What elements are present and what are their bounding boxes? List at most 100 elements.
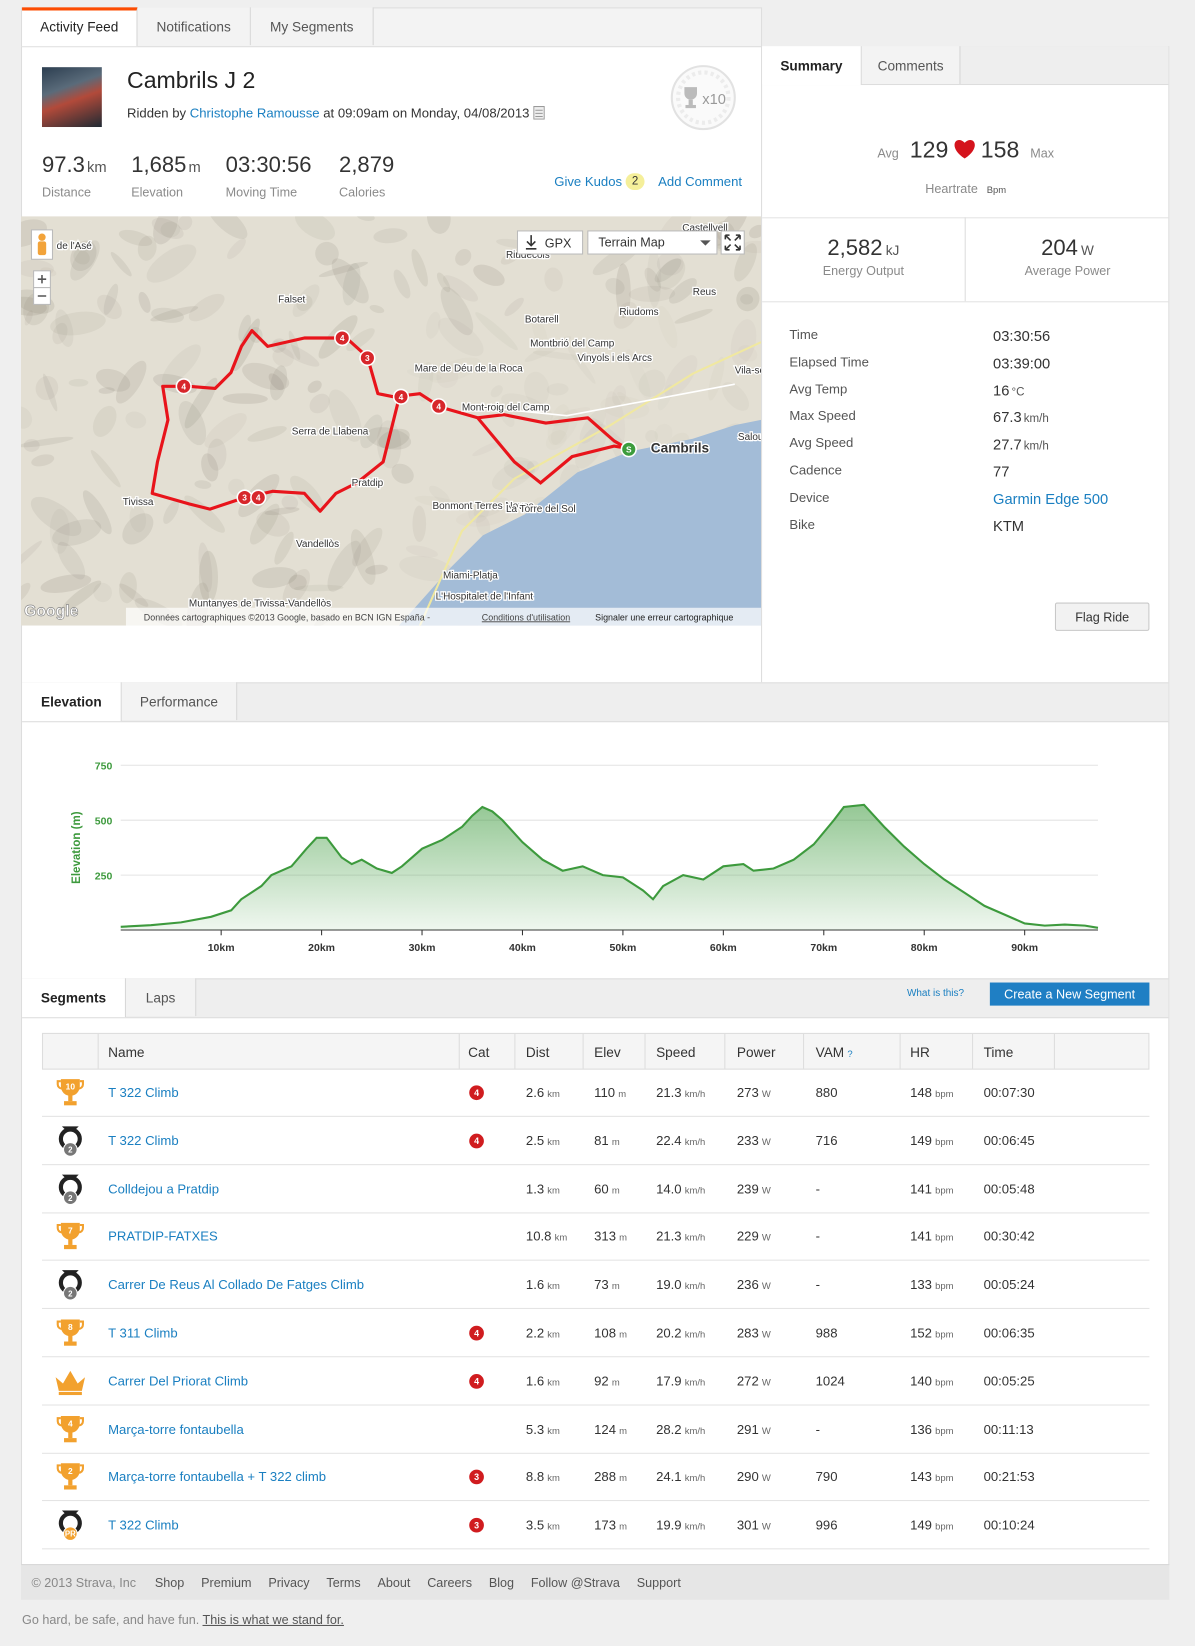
map-report[interactable]: Signaler une erreur cartographique xyxy=(595,612,733,622)
tab[interactable]: Summary xyxy=(762,46,862,86)
fullscreen[interactable] xyxy=(720,230,745,255)
footer-link[interactable]: Shop xyxy=(154,1575,185,1590)
row-divider xyxy=(41,1404,1150,1406)
footer-link[interactable]: Terms xyxy=(326,1575,361,1590)
tab[interactable]: Segments xyxy=(22,978,126,1018)
detail-label: Avg Speed xyxy=(789,435,854,451)
calendar-icon[interactable] xyxy=(533,106,545,120)
athlete-link[interactable]: Christophe Ramousse xyxy=(189,106,320,121)
cell: 149 bpm xyxy=(910,1518,953,1533)
footer-link[interactable]: Support xyxy=(636,1575,681,1590)
footer-link[interactable]: Follow @Strava xyxy=(530,1575,620,1590)
what-is-this[interactable]: What is this? xyxy=(906,987,965,1000)
avatar[interactable] xyxy=(41,67,102,128)
cell-unit: km/h xyxy=(684,1280,706,1292)
cell-value: - xyxy=(815,1181,820,1197)
cell: 21.3 km/h xyxy=(656,1085,705,1100)
segment-link[interactable]: T 311 Climb xyxy=(108,1325,178,1341)
cell-unit: m xyxy=(611,1280,620,1292)
segment-link[interactable]: T 322 Climb xyxy=(108,1133,179,1149)
cell-value: 152 xyxy=(910,1325,932,1341)
segment-badge: 10 xyxy=(56,1079,84,1106)
cell-value: 124 xyxy=(594,1421,617,1437)
footer-link[interactable]: Blog xyxy=(488,1575,515,1590)
cell: 17.9 km/h xyxy=(656,1374,705,1389)
device-link[interactable]: Garmin Edge 500 xyxy=(993,489,1109,507)
flag-ride[interactable]: Flag Ride xyxy=(1054,602,1150,631)
give-kudos[interactable]: Give Kudos xyxy=(554,174,623,189)
download-icon xyxy=(525,235,537,250)
cell-value: 141 xyxy=(910,1229,932,1245)
add-comment[interactable]: Add Comment xyxy=(658,174,743,189)
terrain xyxy=(579,408,606,444)
cell-value: 00:05:25 xyxy=(983,1373,1035,1389)
kudos-count[interactable]: 2 xyxy=(625,173,645,190)
terrain xyxy=(360,414,383,449)
row-divider xyxy=(41,1211,1150,1214)
cell-value: 233 xyxy=(736,1133,759,1149)
cell-unit: bpm xyxy=(935,1328,954,1340)
tab[interactable]: Performance xyxy=(121,682,238,721)
cell-unit: W xyxy=(761,1280,771,1292)
terrain xyxy=(476,514,491,537)
cell-unit: bpm xyxy=(935,1136,954,1148)
tab[interactable]: Notifications xyxy=(137,7,251,46)
column-header: Time xyxy=(984,1044,1014,1060)
cell-value: 141 xyxy=(910,1181,932,1197)
terrain xyxy=(184,377,218,429)
cell-unit: W xyxy=(761,1328,771,1340)
terrain xyxy=(605,278,625,295)
segment-link[interactable]: Carrer De Reus Al Collado De Fatges Clim… xyxy=(108,1277,365,1293)
footer-link[interactable]: Premium xyxy=(201,1575,252,1590)
map-terms[interactable]: Conditions d'utilisation xyxy=(482,612,570,622)
cell-value: 288 xyxy=(594,1469,617,1485)
medal-disc xyxy=(62,1141,78,1157)
segment-link[interactable]: Colldejou a Pratdip xyxy=(108,1181,219,1197)
segment-badge xyxy=(55,1370,86,1395)
segment-link[interactable]: PRATDIP-FATXES xyxy=(108,1229,218,1245)
terrain xyxy=(129,505,147,533)
cell-value: 8.8 xyxy=(525,1469,545,1485)
tab[interactable]: Comments xyxy=(861,46,961,84)
cell-value: 14.0 xyxy=(656,1181,682,1197)
footer-link[interactable]: Privacy xyxy=(268,1575,310,1590)
place-label: Montbrió del Camp xyxy=(530,338,615,349)
terrain xyxy=(242,362,290,391)
terrain xyxy=(273,340,320,367)
segment-link[interactable]: Marça-torre fontaubella xyxy=(108,1421,244,1437)
tab[interactable]: Elevation xyxy=(22,682,122,722)
cell-value: 880 xyxy=(815,1085,838,1101)
vam-help[interactable]: ? xyxy=(847,1048,853,1060)
footer-link[interactable]: About xyxy=(377,1575,411,1590)
tab[interactable]: Activity Feed xyxy=(22,7,138,47)
route-map[interactable]: CastellvellRiudecolsFalsetReusRiudomsBot… xyxy=(20,216,762,626)
segment-link[interactable]: T 322 Climb xyxy=(108,1518,179,1533)
hr-max-label: Max xyxy=(1030,145,1055,161)
terrain xyxy=(455,248,472,266)
x-tick-label: 80km xyxy=(911,943,938,954)
map-type[interactable] xyxy=(587,230,718,255)
row-divider xyxy=(41,1260,1150,1262)
stat-value: 03:30:56 xyxy=(225,153,312,178)
cell-unit: km/h xyxy=(684,1521,706,1532)
terrain xyxy=(391,463,414,484)
terrain xyxy=(90,450,121,488)
heartrate: Avg 129 158 Max xyxy=(762,136,1169,163)
column-separator xyxy=(458,1033,460,1069)
terrain xyxy=(472,441,503,457)
marker-label: 3 xyxy=(242,493,247,503)
cell-value: 5.3 xyxy=(525,1421,545,1437)
create-segment[interactable]: Create a New Segment xyxy=(989,982,1150,1006)
tagline-link[interactable]: This is what we stand for. xyxy=(202,1612,344,1628)
tab[interactable]: Laps xyxy=(125,978,197,1017)
row-divider xyxy=(41,1500,1150,1502)
segment-link[interactable]: Carrer Del Priorat Climb xyxy=(108,1373,249,1389)
terrain xyxy=(52,322,68,345)
tab[interactable]: My Segments xyxy=(250,7,374,46)
footer-link[interactable]: Careers xyxy=(427,1575,473,1590)
cell-value: 149 xyxy=(910,1518,932,1533)
segment-link[interactable]: T 322 Climb xyxy=(108,1085,179,1101)
place-label: Riudoms xyxy=(619,307,658,318)
terrain xyxy=(740,294,754,305)
segment-link[interactable]: Marça-torre fontaubella + T 322 climb xyxy=(108,1469,327,1485)
